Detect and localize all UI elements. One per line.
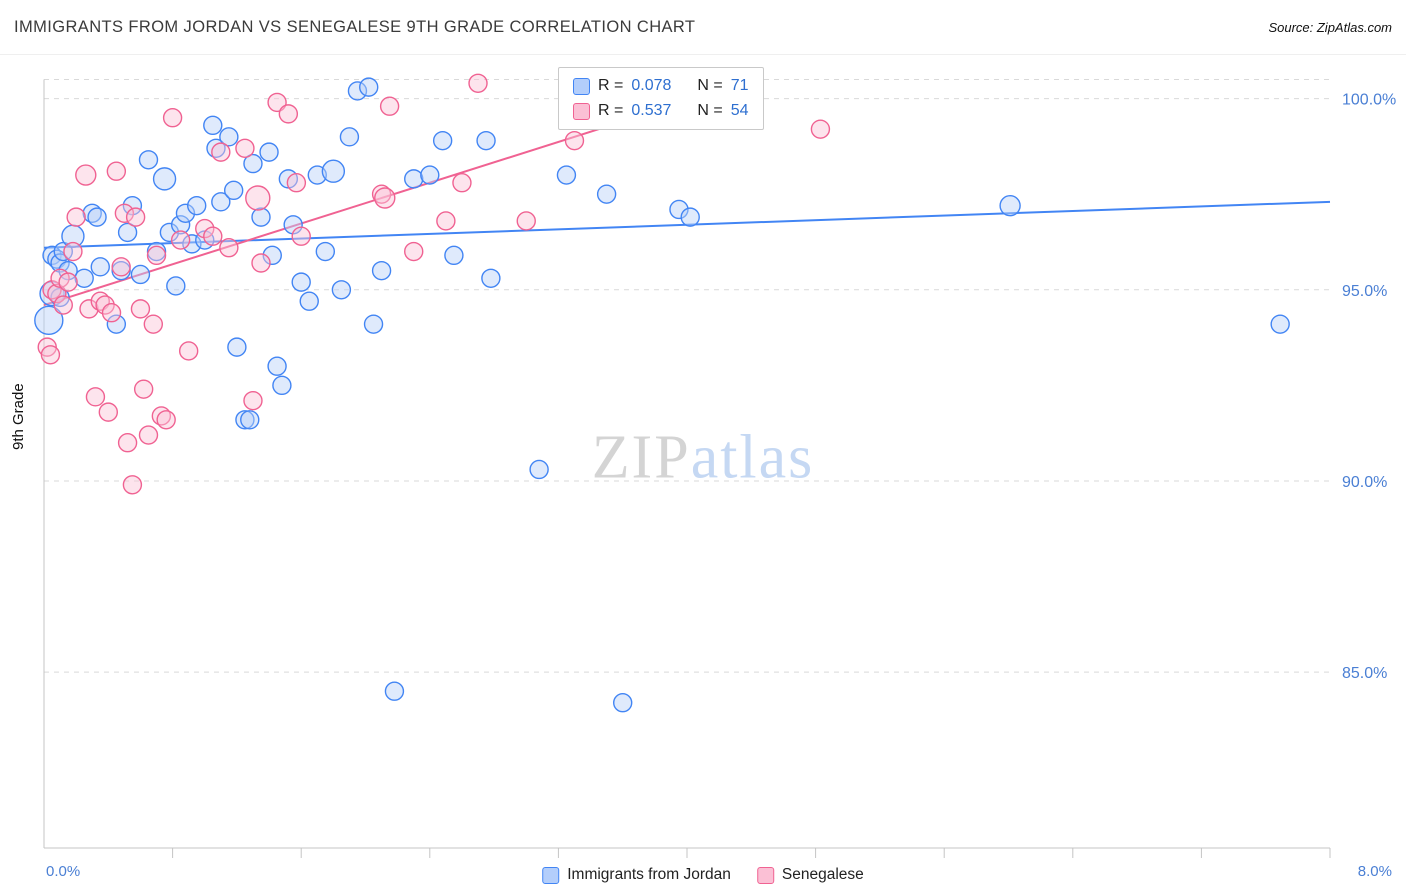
correlation-legend-box: R = 0.078 N = 71 R = 0.537 N = 54 [558, 67, 764, 130]
series-legend: Immigrants from Jordan Senegalese [542, 866, 864, 884]
legend-row-jordan: R = 0.078 N = 71 [573, 77, 749, 95]
x-axis-min-label: 0.0% [46, 863, 81, 880]
n-value-senegalese: 54 [730, 102, 749, 119]
x-axis-max-label: 8.0% [1357, 863, 1392, 880]
legend-label-senegalese: Senegalese [781, 866, 864, 883]
legend-row-senegalese: R = 0.537 N = 54 [573, 102, 749, 120]
r-value-senegalese: 0.537 [631, 102, 672, 119]
svg-text:85.0%: 85.0% [1342, 665, 1387, 682]
n-value-jordan: 71 [730, 77, 749, 94]
r-prefix: R = [598, 77, 624, 94]
watermark-atlas: atlas [690, 423, 815, 492]
chart-header: IMMIGRANTS FROM JORDAN VS SENEGALESE 9TH… [0, 0, 1406, 55]
y-axis-title: 9th Grade [10, 383, 27, 450]
svg-text:100.0%: 100.0% [1342, 92, 1396, 109]
legend-item-jordan: Immigrants from Jordan [542, 866, 731, 884]
zipatlas-watermark: ZIPatlas [592, 423, 815, 494]
watermark-zip: ZIP [591, 423, 691, 492]
jordan-swatch-icon [573, 77, 590, 95]
page-title: IMMIGRANTS FROM JORDAN VS SENEGALESE 9TH… [14, 17, 696, 36]
n-prefix: N = [697, 102, 723, 119]
senegalese-swatch-icon [756, 866, 774, 884]
jordan-swatch-icon [542, 866, 560, 884]
r-prefix: R = [598, 102, 624, 119]
senegalese-swatch-icon [573, 102, 590, 120]
svg-text:95.0%: 95.0% [1342, 283, 1387, 300]
n-prefix: N = [697, 77, 723, 94]
svg-text:90.0%: 90.0% [1342, 474, 1387, 491]
legend-label-jordan: Immigrants from Jordan [567, 866, 731, 883]
r-value-jordan: 0.078 [631, 77, 672, 94]
legend-item-senegalese: Senegalese [756, 866, 864, 884]
source-link[interactable]: Source: ZipAtlas.com [1268, 19, 1392, 35]
